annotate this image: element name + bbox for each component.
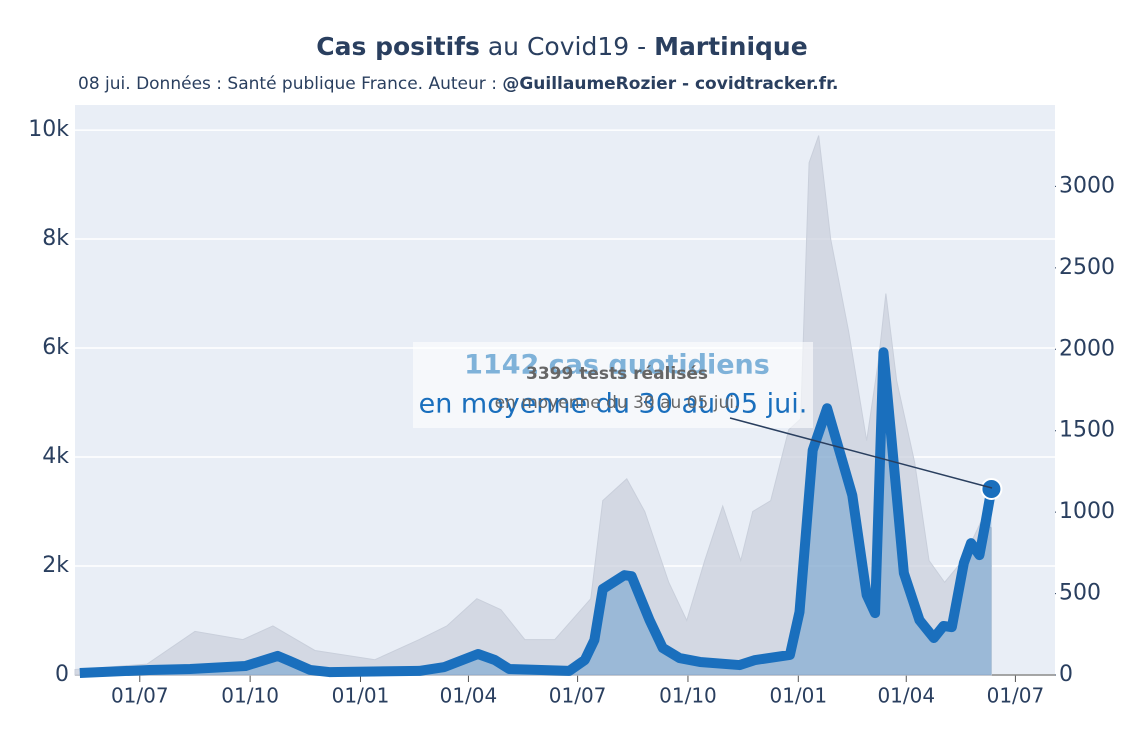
- subtitle-part: 08 jui. Données : Santé publique France.…: [78, 74, 502, 94]
- y2-tick-label: 500: [1059, 581, 1101, 606]
- x-tick-label: 01/07: [549, 684, 607, 708]
- x-tick-label: 01/10: [221, 684, 279, 708]
- last-point: [980, 478, 1003, 501]
- x-tick-label: 01/04: [440, 684, 498, 708]
- y2-tick-label: 1500: [1059, 418, 1115, 443]
- chart-subtitle: 08 jui. Données : Santé publique France.…: [78, 74, 839, 94]
- x-tick-label: 01/07: [987, 684, 1045, 708]
- x-tick-label: 01/10: [659, 684, 717, 708]
- y-tick-label: 10k: [28, 117, 69, 142]
- y-tick-label: 8k: [42, 226, 69, 251]
- x-tick-label: 01/04: [877, 684, 935, 708]
- annotation: en moyenne du 30 au 05 jui.: [495, 393, 740, 413]
- annotation: 3399 tests réalisés: [526, 364, 708, 384]
- y-tick-label: 2k: [42, 553, 69, 578]
- y2-tick-label: 3000: [1059, 173, 1115, 198]
- y2-tick-label: 0: [1059, 662, 1073, 687]
- tests-area: [74, 135, 992, 676]
- title-part: Cas positifs: [316, 32, 480, 61]
- y2-tick-label: 2000: [1059, 336, 1115, 361]
- y-tick-label: 6k: [42, 335, 69, 360]
- y-tick-label: 4k: [42, 444, 69, 469]
- y2-tick-label: 2500: [1059, 255, 1115, 280]
- title-part: Martinique: [654, 32, 808, 61]
- x-tick-label: 01/01: [769, 684, 827, 708]
- x-tick-label: 01/07: [111, 684, 169, 708]
- y2-tick-label: 1000: [1059, 499, 1115, 524]
- annotation: 1142 cas quotidiens: [464, 350, 770, 381]
- y-tick-label: 0: [55, 662, 69, 687]
- annotation-arrow: [729, 417, 993, 489]
- subtitle-part: @GuillaumeRozier - covidtracker.fr.: [502, 74, 838, 94]
- chart-title: Cas positifs au Covid19 - Martinique: [316, 32, 807, 61]
- annotation: en moyenne du 30 au 05 jui.: [419, 389, 808, 420]
- title-part: au Covid19 -: [480, 32, 654, 61]
- annotation-box: [413, 342, 813, 428]
- x-tick-label: 01/01: [332, 684, 390, 708]
- cases-line: [79, 347, 997, 679]
